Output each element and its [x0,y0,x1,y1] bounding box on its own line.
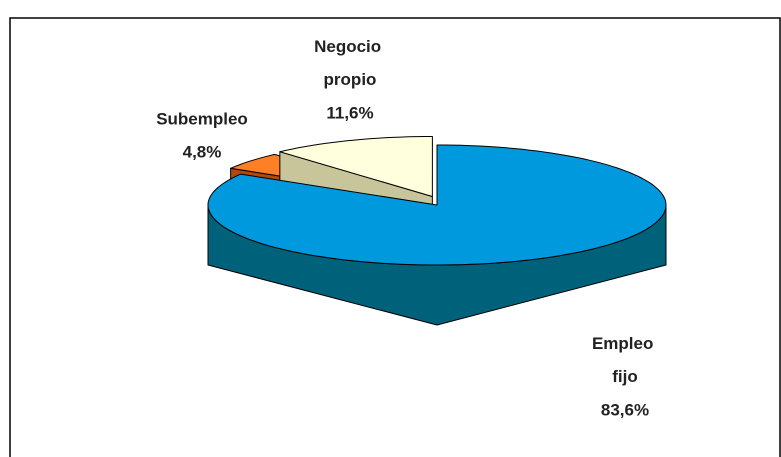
data-label-name: Negocio propio [314,37,386,89]
slice-top [279,136,433,197]
slice-top [207,144,667,266]
data-label: 83,6% [601,400,649,419]
data-label: 4,8% [183,142,222,161]
pie [207,136,667,326]
data-label-name: Empleo fijo [592,334,658,386]
data-label-name: Subempleo [156,109,248,128]
data-label: 11,6% [326,103,373,122]
pie-slice [207,144,667,326]
